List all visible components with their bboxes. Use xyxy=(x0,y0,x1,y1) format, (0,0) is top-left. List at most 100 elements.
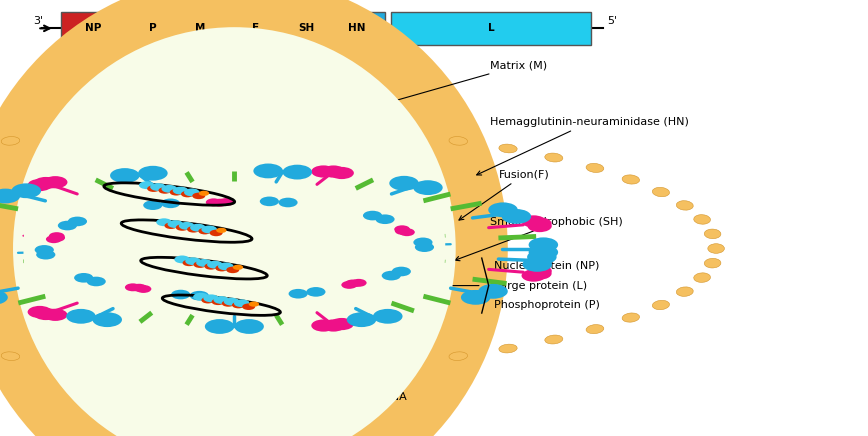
Ellipse shape xyxy=(207,261,223,269)
Ellipse shape xyxy=(218,296,228,302)
Ellipse shape xyxy=(66,309,95,324)
Text: P: P xyxy=(149,24,156,33)
Ellipse shape xyxy=(125,283,141,291)
Ellipse shape xyxy=(1,136,20,145)
Ellipse shape xyxy=(373,309,403,324)
Ellipse shape xyxy=(164,222,177,229)
Ellipse shape xyxy=(87,277,106,286)
Ellipse shape xyxy=(13,27,456,436)
Ellipse shape xyxy=(330,318,354,330)
Ellipse shape xyxy=(341,281,357,289)
Ellipse shape xyxy=(185,257,201,265)
Ellipse shape xyxy=(23,37,445,436)
Ellipse shape xyxy=(529,237,558,252)
Text: SH: SH xyxy=(299,24,314,33)
Ellipse shape xyxy=(502,209,531,224)
Ellipse shape xyxy=(233,265,243,270)
Ellipse shape xyxy=(167,124,186,132)
Text: 5': 5' xyxy=(608,16,618,26)
Ellipse shape xyxy=(156,218,172,226)
Ellipse shape xyxy=(154,184,164,189)
Ellipse shape xyxy=(187,189,198,194)
Ellipse shape xyxy=(174,255,190,263)
Ellipse shape xyxy=(545,153,562,162)
Ellipse shape xyxy=(200,259,210,265)
Ellipse shape xyxy=(1,352,20,361)
Ellipse shape xyxy=(694,215,711,224)
Ellipse shape xyxy=(201,297,214,303)
Ellipse shape xyxy=(449,352,468,361)
Ellipse shape xyxy=(54,358,73,366)
Ellipse shape xyxy=(234,319,264,334)
Ellipse shape xyxy=(282,165,312,180)
Ellipse shape xyxy=(340,126,359,135)
Bar xyxy=(132,47,165,79)
Ellipse shape xyxy=(228,298,239,303)
Ellipse shape xyxy=(168,220,183,228)
Ellipse shape xyxy=(283,365,302,373)
Ellipse shape xyxy=(49,234,65,242)
Text: Small Hydrophobic (SH): Small Hydrophobic (SH) xyxy=(455,218,623,261)
Ellipse shape xyxy=(170,189,182,195)
Ellipse shape xyxy=(312,165,336,177)
Ellipse shape xyxy=(131,284,147,292)
Text: Genomic RNA: Genomic RNA xyxy=(273,377,406,402)
Ellipse shape xyxy=(523,257,552,272)
Ellipse shape xyxy=(43,176,68,188)
Ellipse shape xyxy=(11,184,41,198)
Ellipse shape xyxy=(68,217,87,226)
Ellipse shape xyxy=(215,265,228,272)
Ellipse shape xyxy=(34,308,58,320)
Ellipse shape xyxy=(139,181,155,189)
Ellipse shape xyxy=(206,198,221,206)
Ellipse shape xyxy=(212,299,225,305)
Ellipse shape xyxy=(279,198,298,207)
Ellipse shape xyxy=(0,290,8,305)
Ellipse shape xyxy=(218,262,233,270)
Ellipse shape xyxy=(449,136,468,145)
Ellipse shape xyxy=(201,225,217,233)
Ellipse shape xyxy=(171,290,190,300)
Ellipse shape xyxy=(346,312,376,327)
Ellipse shape xyxy=(167,365,186,373)
Ellipse shape xyxy=(218,198,234,206)
Ellipse shape xyxy=(283,124,302,132)
Ellipse shape xyxy=(34,177,58,189)
Ellipse shape xyxy=(233,299,249,307)
Bar xyxy=(61,12,126,45)
Ellipse shape xyxy=(391,267,411,276)
Ellipse shape xyxy=(461,290,490,305)
Ellipse shape xyxy=(43,309,68,321)
Ellipse shape xyxy=(216,228,227,233)
Ellipse shape xyxy=(193,193,206,199)
Ellipse shape xyxy=(175,224,188,231)
Ellipse shape xyxy=(522,269,546,282)
Ellipse shape xyxy=(227,267,240,273)
Ellipse shape xyxy=(210,230,223,236)
Ellipse shape xyxy=(382,271,401,280)
Ellipse shape xyxy=(306,287,326,296)
Ellipse shape xyxy=(389,176,418,191)
Ellipse shape xyxy=(653,300,669,310)
Ellipse shape xyxy=(395,227,411,235)
Text: Matrix (M): Matrix (M) xyxy=(346,61,548,116)
Ellipse shape xyxy=(351,279,366,287)
Ellipse shape xyxy=(199,191,209,196)
Ellipse shape xyxy=(413,180,443,195)
Ellipse shape xyxy=(330,167,354,179)
Text: NP: NP xyxy=(85,24,102,33)
Ellipse shape xyxy=(704,229,721,238)
Ellipse shape xyxy=(35,245,54,255)
Text: L: L xyxy=(488,24,495,33)
Ellipse shape xyxy=(194,261,207,268)
Ellipse shape xyxy=(182,222,193,228)
Ellipse shape xyxy=(499,344,517,353)
Ellipse shape xyxy=(179,222,194,230)
Ellipse shape xyxy=(248,301,259,307)
Ellipse shape xyxy=(0,189,20,204)
Ellipse shape xyxy=(182,259,195,266)
Ellipse shape xyxy=(707,244,725,253)
Ellipse shape xyxy=(413,238,432,247)
Ellipse shape xyxy=(321,320,345,332)
Ellipse shape xyxy=(143,201,162,210)
